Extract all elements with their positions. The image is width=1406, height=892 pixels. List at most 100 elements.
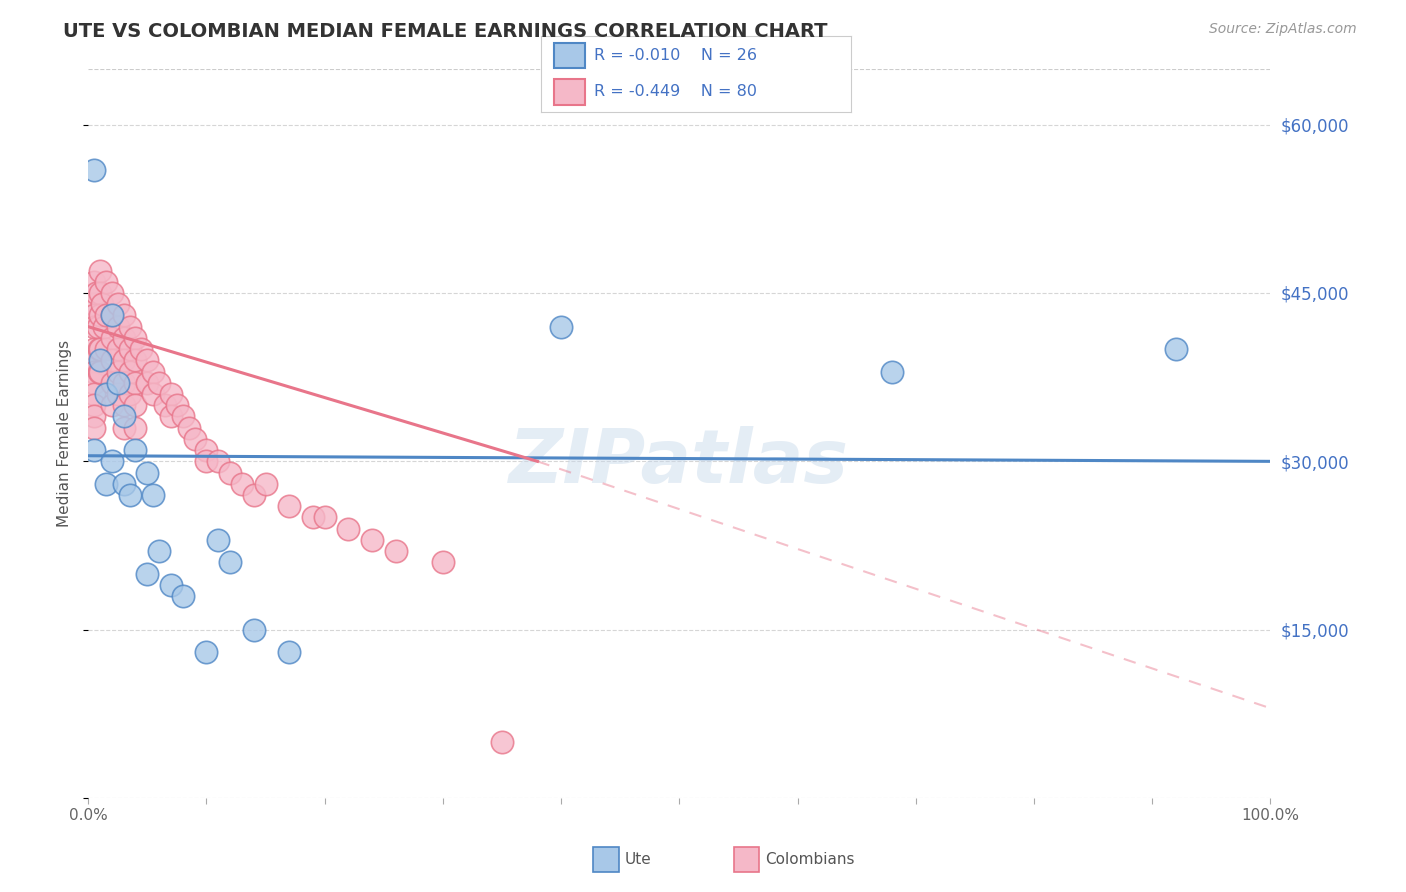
Point (195, 645, 218, 659)
Point (142, 387, 165, 401)
Point (83, 420, 105, 434)
Text: ZIPatlas: ZIPatlas (509, 426, 849, 499)
Point (87, 342, 110, 356)
Point (231, 476, 253, 491)
Point (89, 309, 111, 323)
Point (207, 454, 229, 468)
Point (118, 488, 141, 502)
Point (550, 319, 572, 334)
Point (93, 319, 115, 334)
Point (83, 162, 105, 177)
Point (94, 387, 117, 401)
Text: Source: ZipAtlas.com: Source: ZipAtlas.com (1209, 22, 1357, 37)
Point (195, 443, 218, 458)
Point (131, 342, 153, 356)
Point (112, 398, 135, 412)
Point (124, 376, 146, 390)
Point (142, 488, 165, 502)
Point (172, 589, 194, 603)
Point (118, 387, 141, 401)
Point (89, 285, 111, 300)
Point (112, 409, 135, 424)
Y-axis label: Median Female Earnings: Median Female Earnings (58, 340, 72, 527)
Point (86, 285, 108, 300)
Point (136, 376, 159, 390)
Point (148, 544, 170, 558)
Point (148, 376, 170, 390)
Point (101, 398, 124, 412)
Point (83, 398, 105, 412)
Point (107, 387, 129, 401)
Point (118, 365, 141, 379)
Point (491, 735, 513, 749)
Point (136, 353, 159, 368)
FancyBboxPatch shape (554, 78, 585, 104)
Point (107, 342, 129, 356)
Point (94, 342, 117, 356)
Point (107, 297, 129, 311)
Point (94, 476, 117, 491)
Text: UTE VS COLOMBIAN MEDIAN FEMALE EARNINGS CORRELATION CHART: UTE VS COLOMBIAN MEDIAN FEMALE EARNINGS … (63, 22, 828, 41)
Point (112, 309, 135, 323)
Point (94, 309, 117, 323)
Point (242, 488, 264, 502)
Point (112, 476, 135, 491)
Point (166, 398, 188, 412)
Point (314, 510, 336, 524)
Point (882, 365, 904, 379)
Point (89, 353, 111, 368)
Point (136, 566, 159, 581)
Point (83, 365, 105, 379)
Point (94, 275, 117, 289)
Point (83, 387, 105, 401)
Point (361, 533, 384, 547)
Point (118, 319, 141, 334)
Point (124, 443, 146, 458)
Point (83, 297, 105, 311)
Point (384, 544, 406, 558)
Point (83, 443, 105, 458)
Text: R = -0.010    N = 26: R = -0.010 N = 26 (593, 48, 756, 63)
Point (89, 365, 111, 379)
Point (86, 319, 108, 334)
Point (183, 432, 205, 446)
Point (278, 500, 301, 514)
Point (89, 342, 111, 356)
Point (83, 275, 105, 289)
Point (432, 555, 454, 569)
Text: Colombians: Colombians (765, 853, 855, 867)
Point (160, 409, 183, 424)
Point (101, 309, 124, 323)
Point (142, 365, 165, 379)
Point (101, 376, 124, 390)
Point (83, 319, 105, 334)
Point (124, 331, 146, 345)
Point (301, 510, 323, 524)
Point (83, 376, 105, 390)
Point (242, 623, 264, 637)
Point (124, 420, 146, 434)
Point (83, 309, 105, 323)
Point (107, 376, 129, 390)
Text: Ute: Ute (624, 853, 651, 867)
Point (83, 409, 105, 424)
Text: R = -0.449    N = 80: R = -0.449 N = 80 (593, 84, 756, 99)
Point (124, 353, 146, 368)
Point (101, 454, 124, 468)
Point (219, 555, 242, 569)
Point (136, 466, 159, 480)
Point (91, 297, 114, 311)
Point (207, 533, 229, 547)
Point (195, 454, 218, 468)
Point (89, 263, 111, 277)
Point (219, 466, 242, 480)
Point (83, 342, 105, 356)
Point (107, 319, 129, 334)
Point (337, 522, 360, 536)
Point (112, 376, 135, 390)
Point (254, 476, 277, 491)
Point (278, 645, 301, 659)
Point (87, 365, 110, 379)
FancyBboxPatch shape (554, 43, 585, 69)
Point (172, 409, 194, 424)
